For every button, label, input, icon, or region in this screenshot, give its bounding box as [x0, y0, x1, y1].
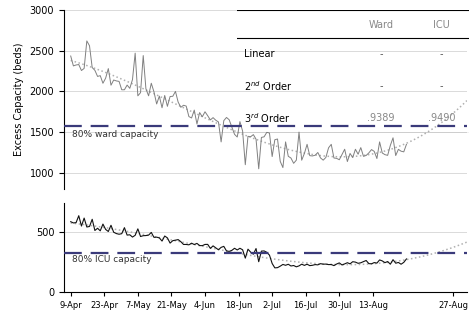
Text: .9389: .9389 — [367, 113, 395, 123]
Text: 80% ward capacity: 80% ward capacity — [72, 130, 158, 139]
Text: -: - — [440, 49, 443, 59]
Text: -: - — [440, 81, 443, 91]
Y-axis label: Excess Capacity (beds): Excess Capacity (beds) — [14, 43, 24, 156]
Text: -: - — [379, 49, 383, 59]
Text: ICU: ICU — [433, 20, 450, 30]
Text: Ward: Ward — [368, 20, 393, 30]
Text: 80% ICU capacity: 80% ICU capacity — [72, 255, 152, 264]
Text: 2$^{nd}$ Order: 2$^{nd}$ Order — [244, 79, 292, 93]
Text: 3$^{rd}$ Order: 3$^{rd}$ Order — [244, 111, 291, 125]
Text: -: - — [379, 81, 383, 91]
Text: .9490: .9490 — [428, 113, 455, 123]
Text: Linear: Linear — [244, 49, 274, 59]
